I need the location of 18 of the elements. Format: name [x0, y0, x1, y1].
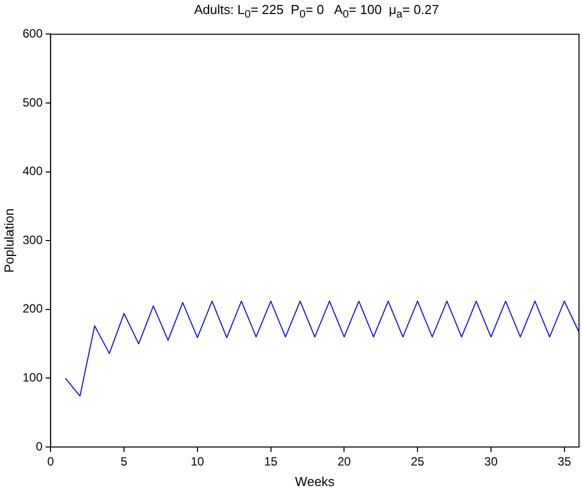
x-tick-label: 25	[410, 454, 425, 469]
y-tick-label: 500	[22, 95, 43, 110]
y-axis-title: Poplulation	[1, 208, 16, 273]
y-tick-label: 400	[22, 164, 43, 178]
x-tick-label: 0	[47, 454, 54, 469]
x-axis-title: Weeks	[295, 474, 336, 489]
x-tick-label: 20	[337, 454, 352, 469]
x-tick-label: 5	[120, 454, 128, 469]
y-tick-label: 200	[22, 302, 43, 316]
x-tick-label: 10	[190, 454, 204, 469]
y-tick-label: 100	[22, 370, 43, 385]
y-tick-label: 600	[22, 26, 43, 41]
x-tick-label: 35	[558, 454, 572, 469]
chart-title: Adults: L$_{0}$= 225 P$_{0}$= 0 A$_{0}$= 100 μ$_{a}$= 0.27	[194, 2, 439, 21]
y-tick-label: 300	[22, 232, 43, 247]
x-tick-label: 30	[484, 454, 498, 469]
x-tick-label: 15	[264, 454, 278, 469]
y-tick-label: 0	[36, 439, 43, 454]
